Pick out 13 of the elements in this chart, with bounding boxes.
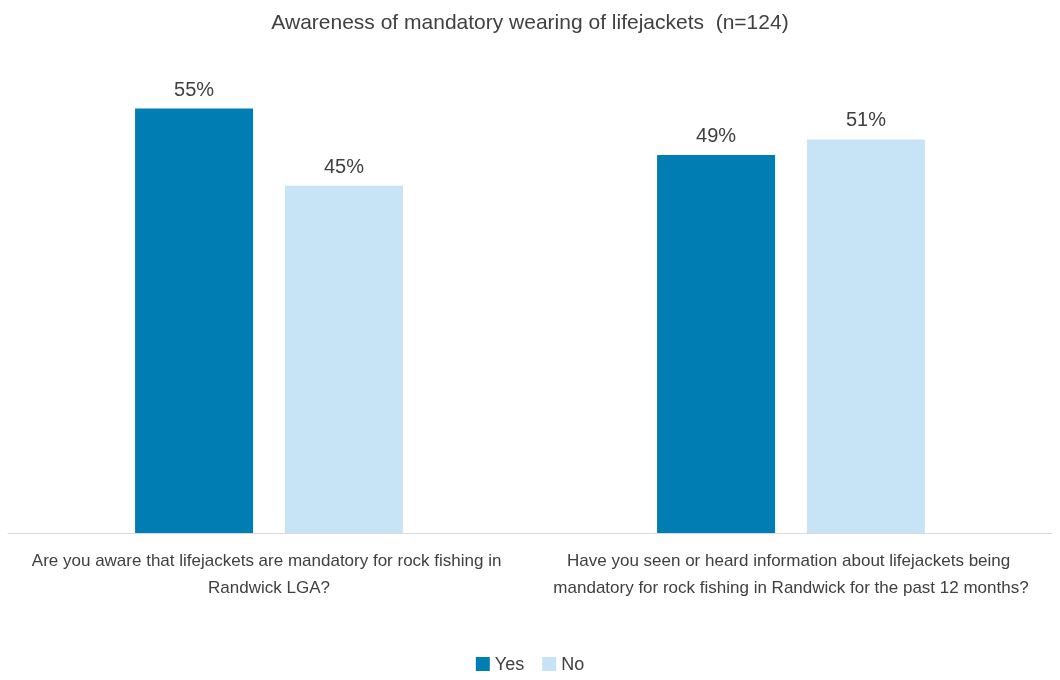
data-label: 55%: [174, 77, 215, 100]
data-label: 51%: [845, 108, 887, 131]
legend-label: Yes: [494, 654, 525, 674]
bar: [806, 139, 925, 533]
chart-title: Awareness of mandatory wearing of lifejackets (n=124): [271, 10, 789, 33]
x-tick-label: Have you seen or heard information about lifejackets being mandatory for rock fishing in Randwick for the past 12 months?: [553, 551, 1029, 597]
legend-label: No: [561, 654, 585, 674]
bar: [284, 185, 403, 533]
data-label: 49%: [696, 123, 737, 146]
bar: [135, 108, 254, 533]
x-tick-label: Are you aware that lifejackets are mandatory for rock fishing in Randwick LGA?: [31, 551, 507, 597]
data-label: 45%: [323, 154, 365, 177]
bar: [657, 154, 776, 533]
